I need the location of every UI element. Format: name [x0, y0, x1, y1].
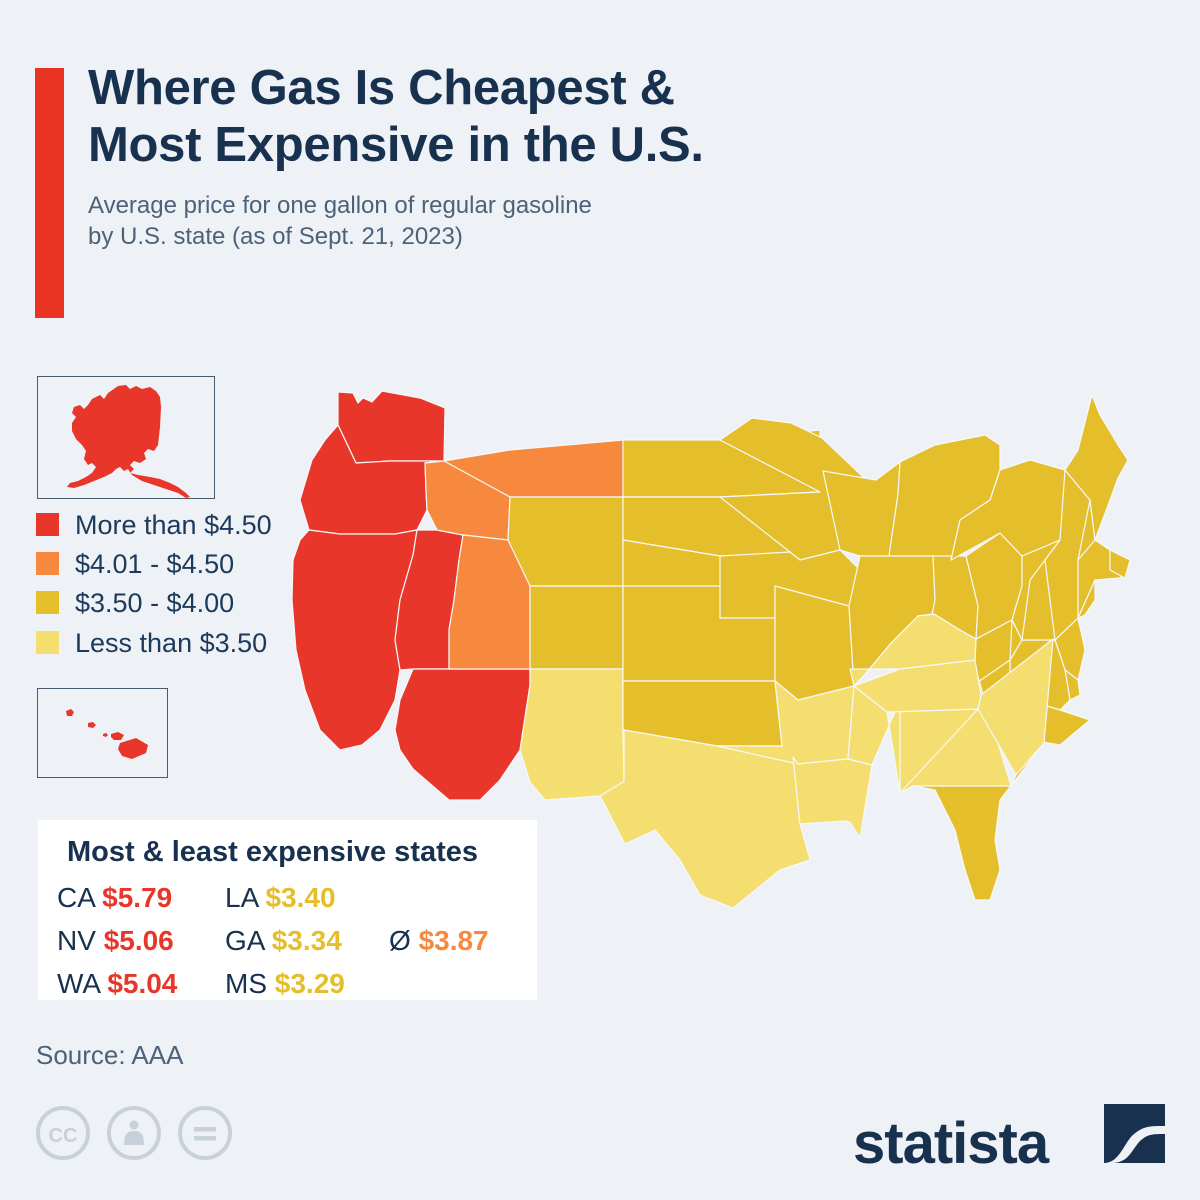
svg-text:CC: CC [49, 1125, 78, 1147]
